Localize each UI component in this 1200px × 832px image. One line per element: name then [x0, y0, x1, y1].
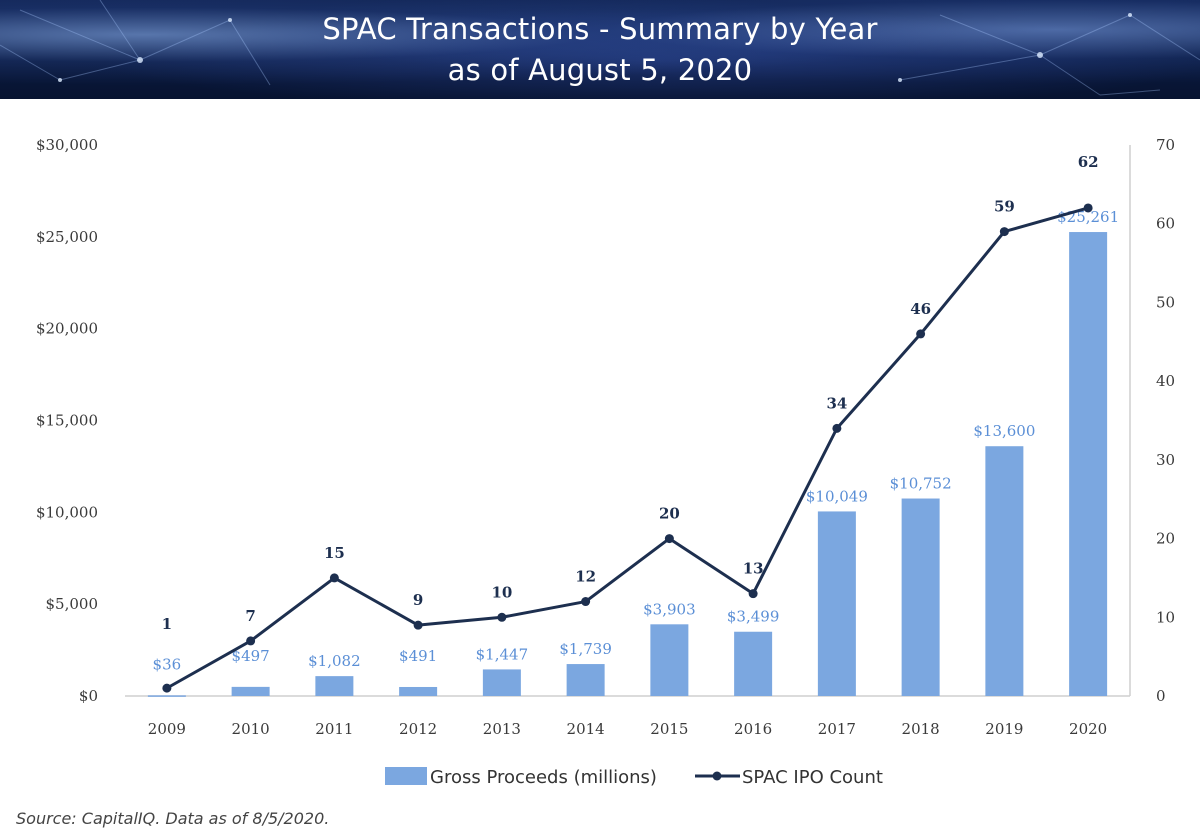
right-axis-tick-label: 70: [1156, 136, 1175, 154]
chart-subtitle: as of August 5, 2020: [447, 53, 753, 87]
legend-bar-swatch: [385, 767, 427, 785]
network-background-graphic: [0, 0, 1200, 96]
x-axis-tick-label: 2017: [818, 720, 856, 738]
left-axis-tick-label: $5,000: [46, 595, 99, 613]
count-point-2020: [1083, 203, 1093, 213]
right-axis: 0 10 20 30 40 50 60 70: [1156, 136, 1175, 705]
count-line-series: [162, 203, 1093, 693]
bar-value-label: $10,752: [890, 475, 952, 493]
count-value-label: 59: [994, 198, 1015, 216]
count-value-label: 7: [245, 607, 255, 625]
bar-2020: [1069, 232, 1108, 697]
bar-2014: [566, 664, 605, 696]
x-axis-tick-label: 2011: [315, 720, 353, 738]
right-axis-tick-label: 10: [1156, 608, 1175, 626]
left-axis-tick-label: $15,000: [36, 412, 98, 430]
x-axis-tick-label: 2020: [1069, 720, 1107, 738]
count-point-2011: [329, 573, 339, 583]
count-point-2016: [748, 589, 758, 599]
count-point-2009: [162, 683, 172, 693]
bar-2017: [817, 511, 856, 696]
title-banner: SPAC Transactions - Summary by Year as o…: [0, 0, 1200, 99]
x-axis-tick-label: 2013: [483, 720, 521, 738]
count-point-2018: [916, 329, 926, 339]
right-axis-tick-label: 0: [1156, 687, 1166, 705]
bar-value-label: $1,447: [476, 645, 529, 663]
spac-chart: $0 $5,000 $10,000 $15,000 $20,000 $25,000 $30,…: [36, 136, 1175, 788]
count-value-label: 12: [575, 568, 596, 586]
x-axis-tick-label: 2010: [232, 720, 270, 738]
count-value-label: 62: [1078, 153, 1099, 171]
bar-value-label: $491: [399, 647, 437, 665]
bar-2016: [734, 631, 773, 696]
count-value-label: 15: [324, 544, 345, 562]
legend-line-label: SPAC IPO Count: [742, 767, 883, 788]
bar-2009: [147, 695, 186, 697]
bar-value-label: $3,499: [727, 608, 780, 626]
count-value-label: 9: [413, 591, 423, 609]
bars-series: [147, 232, 1108, 697]
count-point-2015: [664, 534, 674, 544]
bar-2015: [650, 624, 689, 696]
count-point-2010: [246, 636, 256, 646]
x-axis-tick-label: 2009: [148, 720, 186, 738]
bar-value-label: $3,903: [643, 600, 696, 618]
source-note: Source: CapitalIQ. Data as of 8/5/2020.: [16, 809, 330, 828]
right-axis-tick-label: 50: [1156, 293, 1175, 311]
bar-labels: $36 $497 $1,082 $491 $1,447 $1,739 $3,903 $3,49…: [153, 208, 1120, 673]
left-axis-tick-label: $10,000: [36, 503, 98, 521]
bar-value-label: $13,600: [973, 422, 1035, 440]
x-axis-tick-label: 2012: [399, 720, 437, 738]
count-value-label: 34: [826, 394, 847, 412]
x-axis-ticks: 2009 2010 2011 2012 2013 2014 2015 2016 2017 2018…: [148, 720, 1107, 738]
bar-value-label: $36: [153, 655, 182, 673]
bar-value-label: $497: [232, 647, 270, 665]
count-point-2013: [497, 612, 507, 622]
bar-2012: [399, 686, 438, 696]
x-axis-tick-label: 2016: [734, 720, 772, 738]
legend-line-marker: [712, 771, 722, 781]
x-axis-tick-label: 2019: [985, 720, 1023, 738]
x-axis-tick-label: 2018: [902, 720, 940, 738]
chart-title: SPAC Transactions - Summary by Year: [322, 12, 878, 46]
count-value-label: 46: [910, 300, 931, 318]
bar-value-label: $1,739: [559, 640, 612, 658]
legend-bar-label: Gross Proceeds (millions): [430, 767, 657, 788]
count-point-2017: [832, 423, 842, 433]
count-value-label: 1: [162, 615, 172, 633]
count-point-2012: [413, 620, 423, 630]
count-value-label: 10: [491, 583, 512, 601]
bar-value-label: $1,082: [308, 652, 361, 670]
bar-2018: [901, 498, 940, 696]
left-axis: $0 $5,000 $10,000 $15,000 $20,000 $25,000 $30,…: [36, 136, 98, 705]
bar-2010: [231, 686, 270, 696]
bar-2019: [985, 446, 1024, 696]
count-point-2014: [581, 597, 591, 607]
x-axis-tick-label: 2014: [567, 720, 605, 738]
left-axis-tick-label: $20,000: [36, 320, 98, 338]
count-value-label: 13: [743, 560, 764, 578]
right-axis-tick-label: 60: [1156, 215, 1175, 233]
right-axis-tick-label: 30: [1156, 451, 1175, 469]
left-axis-tick-label: $30,000: [36, 136, 98, 154]
right-axis-tick-label: 20: [1156, 530, 1175, 548]
x-axis-tick-label: 2015: [650, 720, 688, 738]
bar-2011: [315, 676, 354, 696]
bar-2013: [482, 669, 521, 696]
bar-value-label: $10,049: [806, 487, 868, 505]
right-axis-tick-label: 40: [1156, 372, 1175, 390]
left-axis-tick-label: $0: [79, 687, 98, 705]
count-line: [166, 206, 1089, 690]
left-axis-tick-label: $25,000: [36, 228, 98, 246]
count-labels: 1 7 15 9 10 12 20 13 34 46 59 62: [162, 153, 1099, 633]
count-value-label: 20: [659, 505, 680, 523]
legend: Gross Proceeds (millions) SPAC IPO Count: [385, 767, 883, 788]
count-point-2019: [999, 227, 1009, 237]
